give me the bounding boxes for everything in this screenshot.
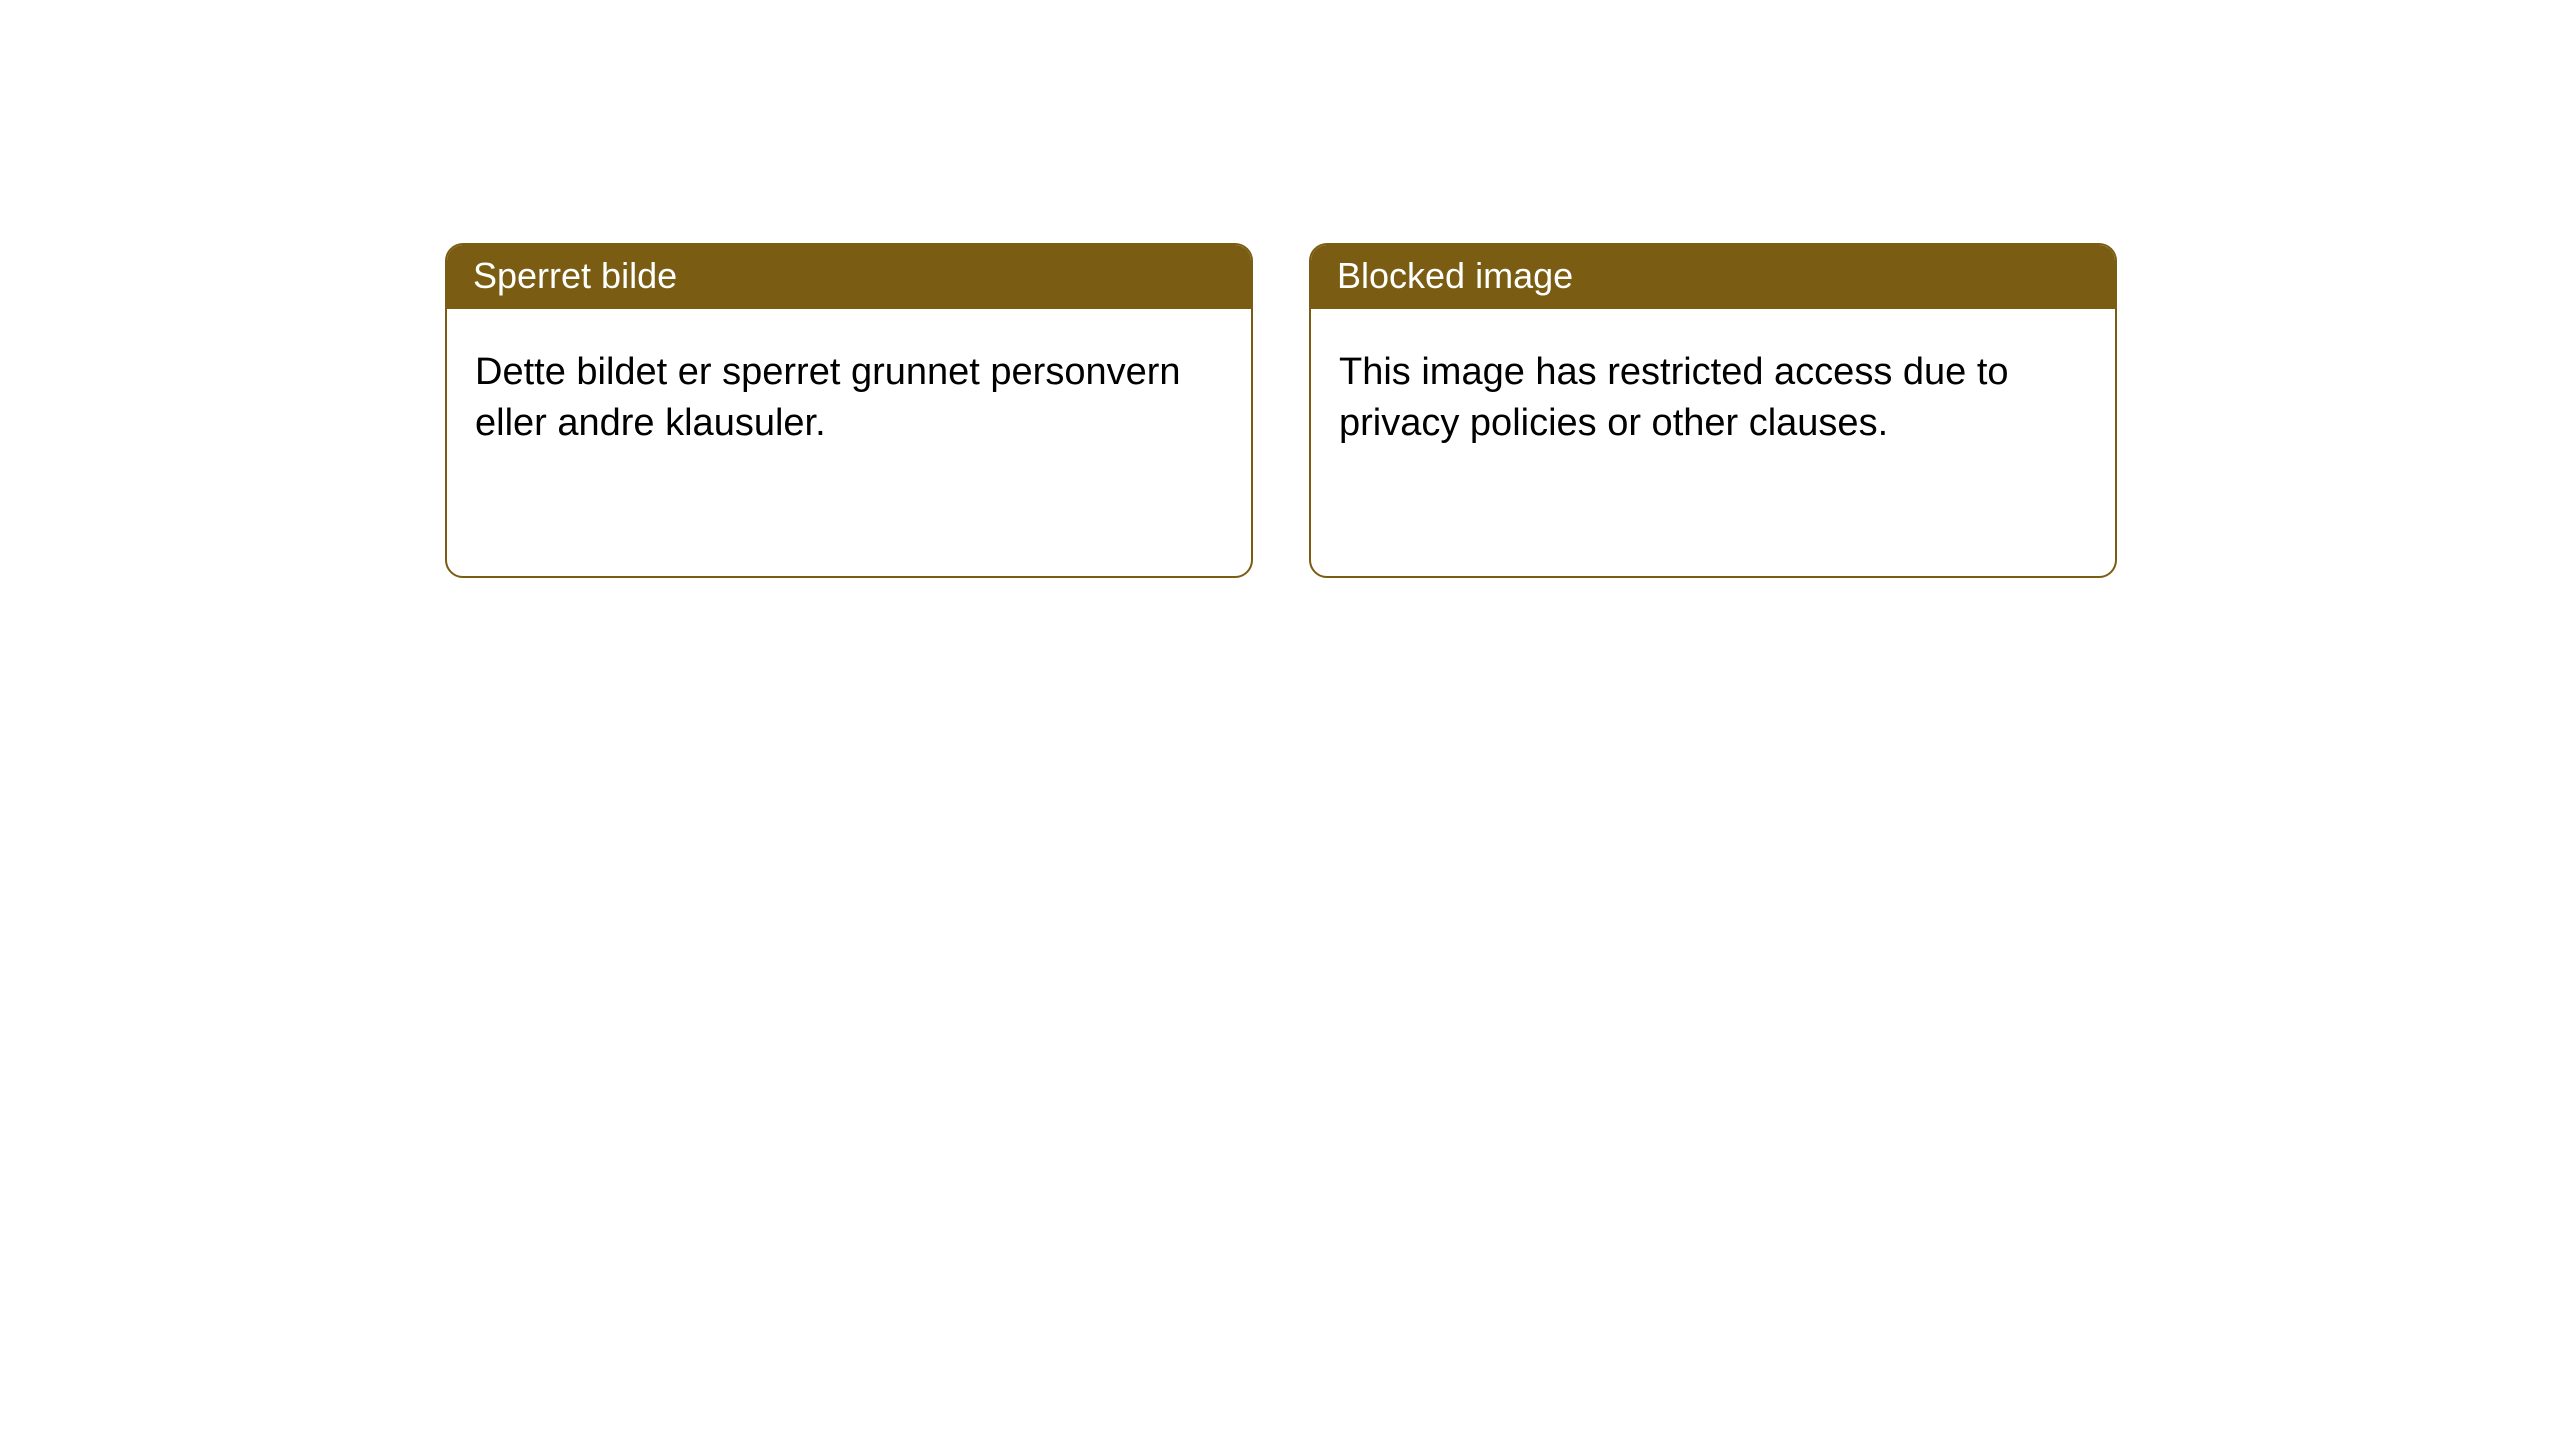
notice-card-english: Blocked image This image has restricted …: [1309, 243, 2117, 578]
notice-card-norwegian: Sperret bilde Dette bildet er sperret gr…: [445, 243, 1253, 578]
card-body: This image has restricted access due to …: [1311, 309, 2115, 477]
card-header: Sperret bilde: [447, 245, 1251, 309]
card-body: Dette bildet er sperret grunnet personve…: [447, 309, 1251, 477]
card-header: Blocked image: [1311, 245, 2115, 309]
cards-container: Sperret bilde Dette bildet er sperret gr…: [0, 0, 2560, 578]
